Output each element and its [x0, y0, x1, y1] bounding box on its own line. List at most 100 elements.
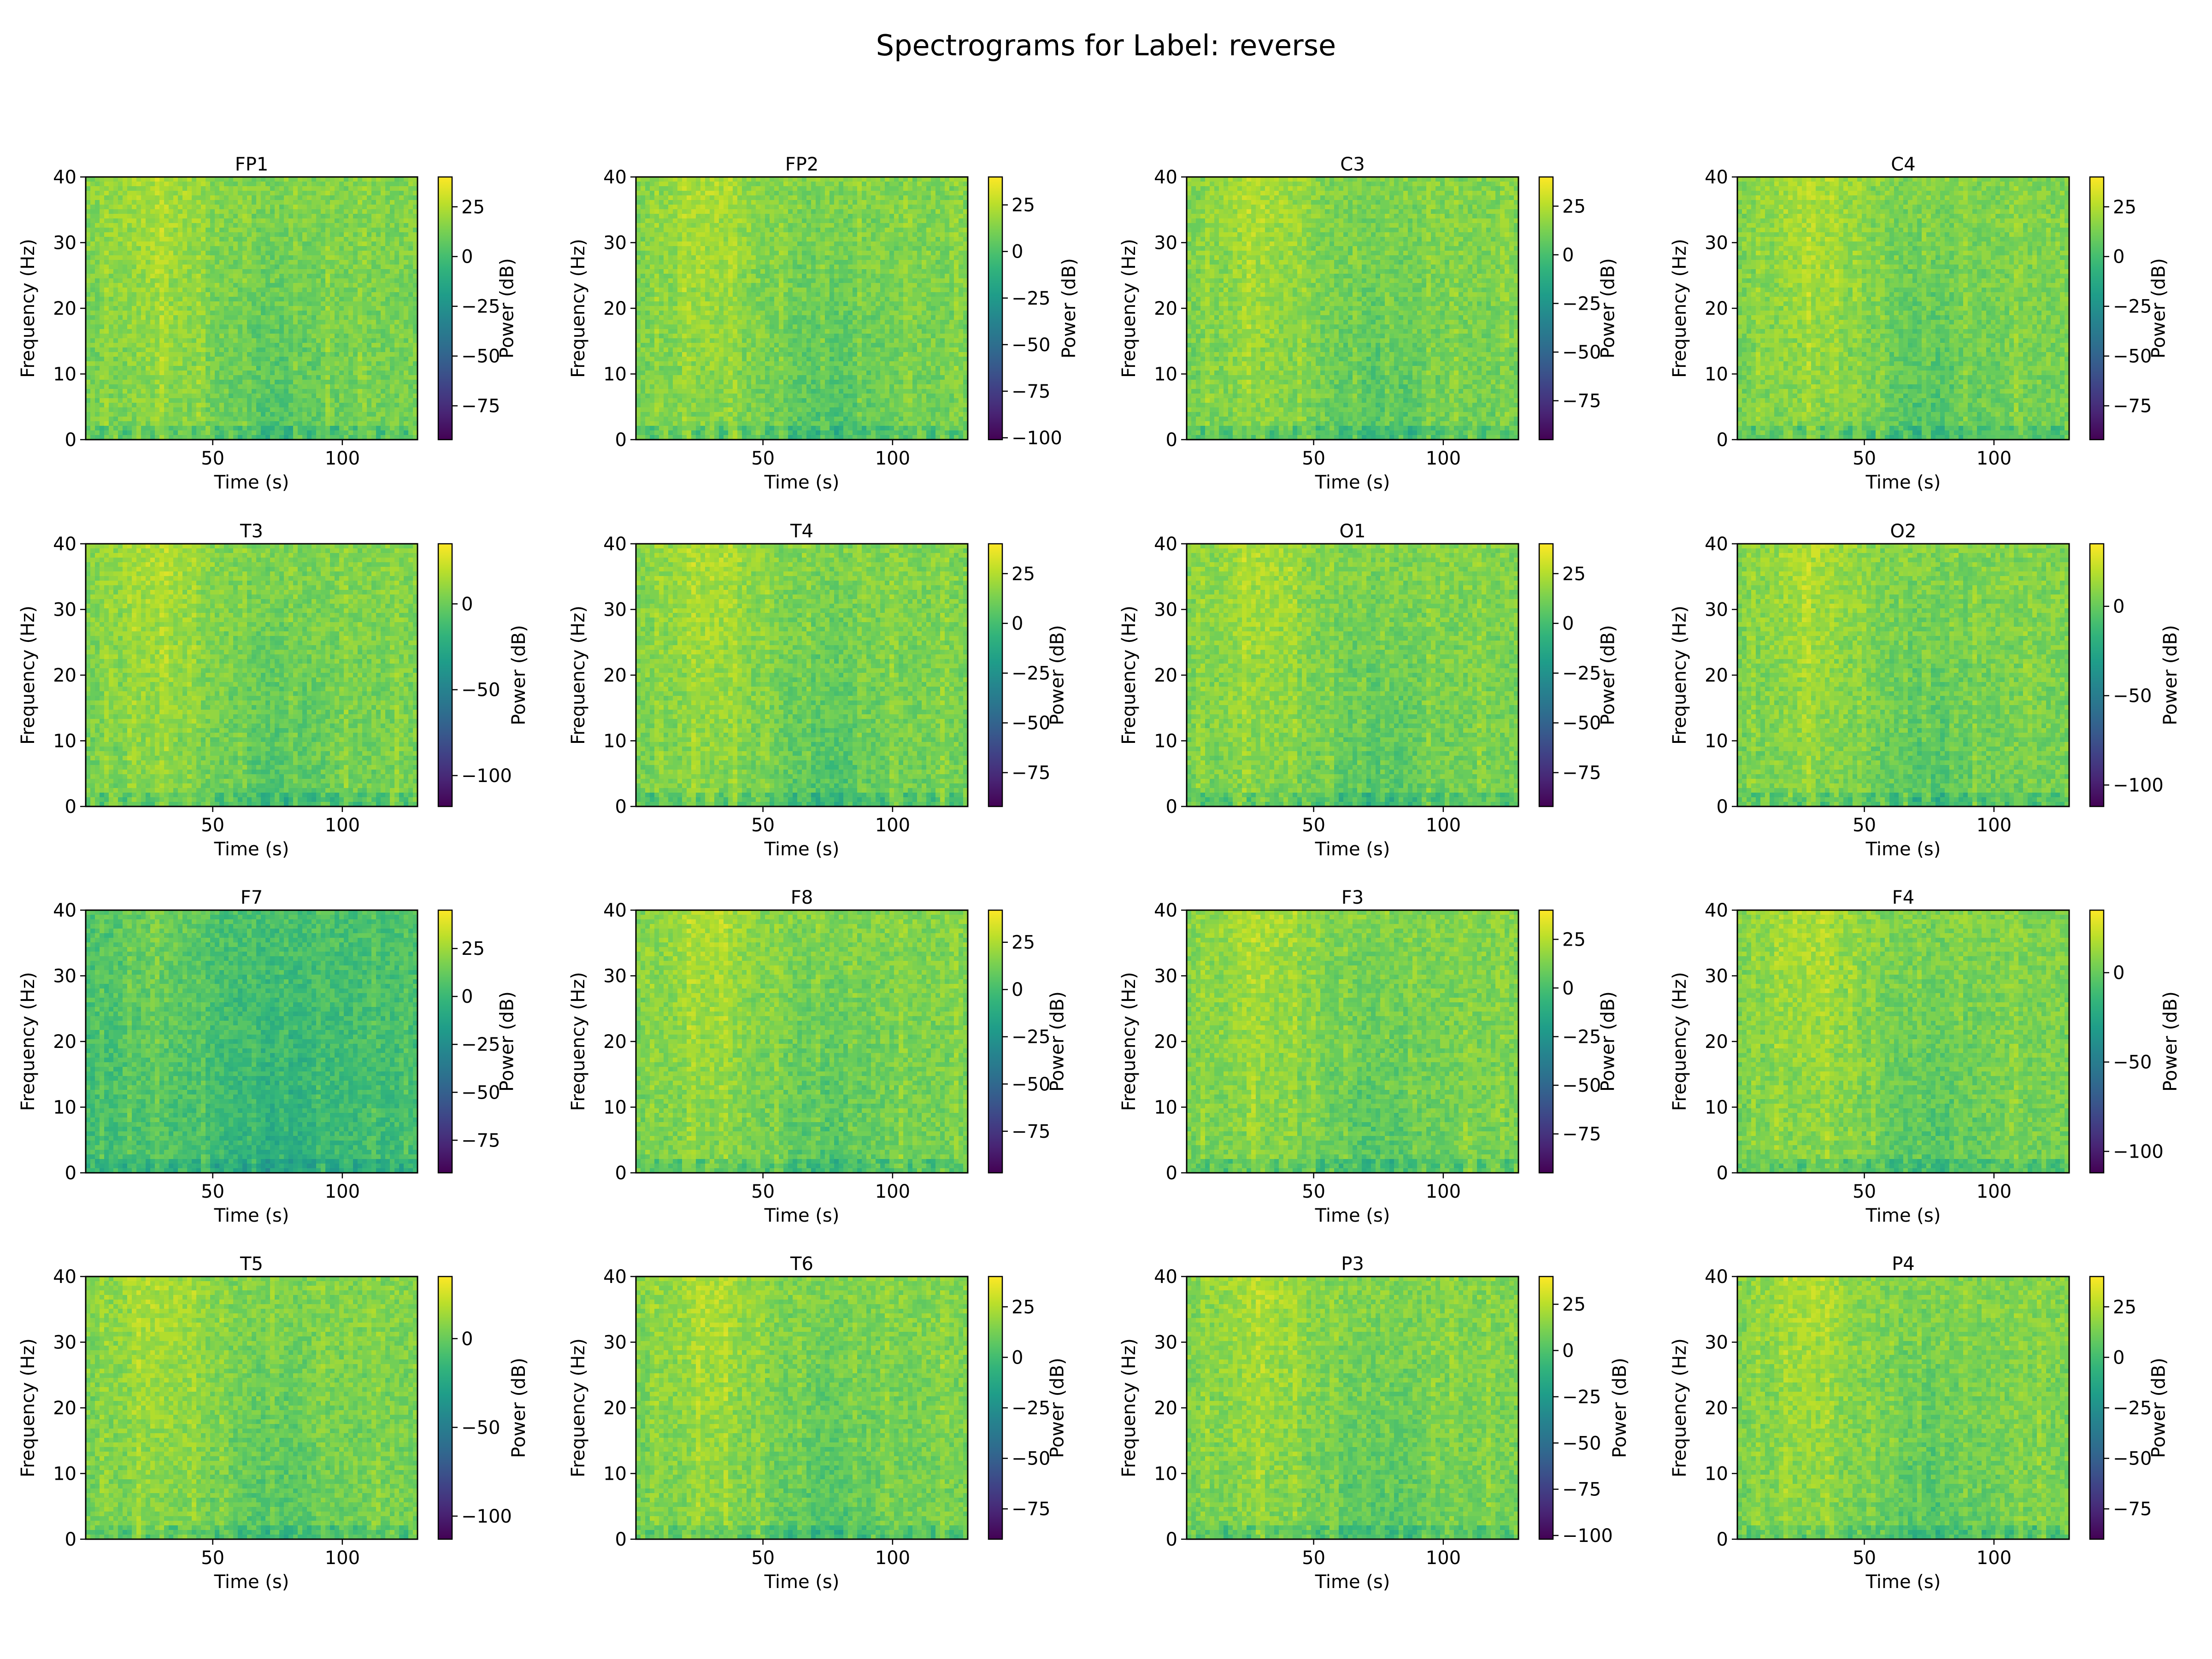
heatmap-cells [1820, 919, 1825, 924]
colorbar: 25 0 −25 −50 −75 Power (dB) [2089, 176, 2170, 441]
heatmap-cells [238, 1525, 335, 1535]
y-tick-label: 20 [1705, 1031, 1728, 1053]
heatmap-cells [86, 910, 418, 1168]
y-tick-label: 40 [1705, 1266, 1728, 1288]
colorbar-tick-label: 25 [1012, 195, 1035, 216]
spectrogram-panel: P3 50 100 0 10 20 30 40 Time (s) Frequency (Hz) 25… [1118, 1253, 1630, 1593]
spectrogram-heatmap [1737, 177, 2069, 440]
heatmap-cells [1187, 177, 1518, 426]
x-axis-label: Time (s) [1865, 839, 1941, 860]
heatmap-cells [636, 910, 968, 1173]
heatmap-cells [880, 797, 885, 802]
heatmap-cells [1256, 1277, 1260, 1304]
colorbar-label: Power (dB) [1609, 1358, 1630, 1458]
colorbar-tick-label: −25 [1562, 1026, 1601, 1047]
heatmap-cells [1802, 544, 1825, 664]
spectrogram-panel: FP2 50 100 0 10 20 30 40 Time (s) Frequency (Hz) 2… [568, 154, 1080, 493]
heatmap-cells [1200, 544, 1297, 793]
heatmap-cells [1297, 793, 1509, 806]
spectrogram-panel: P4 50 100 0 10 20 30 40 Time (s) Frequency (Hz) 25… [1669, 1253, 2170, 1593]
x-axis-label: Time (s) [764, 1571, 840, 1593]
spectrogram-panel: T3 50 100 0 10 20 30 40 Time (s) Frequency (Hz) 0 −… [18, 521, 529, 860]
y-tick-label: 0 [65, 796, 76, 818]
heatmap-cells [1917, 430, 1922, 435]
colorbar-tick-label: 0 [2113, 1347, 2124, 1368]
heatmap-cells [1936, 1530, 1940, 1535]
x-tick-label: 100 [875, 448, 910, 469]
colorbar: 0 −50 −100 Power (dB) [2089, 909, 2181, 1174]
y-tick-label: 10 [53, 1097, 76, 1118]
y-tick-label: 30 [1154, 233, 1177, 254]
x-tick-label: 100 [1426, 1547, 1461, 1569]
y-tick-label: 20 [1154, 298, 1177, 319]
colorbar: 25 0 −25 −50 −75 Power (dB) [988, 1276, 1068, 1540]
colorbar-label: Power (dB) [1047, 991, 1068, 1092]
heatmap-cells [724, 1332, 728, 1336]
panel-title: T4 [790, 521, 813, 542]
colorbar-tick-label: 0 [461, 594, 473, 615]
y-tick-label: 30 [603, 966, 627, 987]
y-tick-label: 10 [53, 1464, 76, 1485]
spectrogram-panel: F7 50 100 0 10 20 30 40 Time (s) Frequency (Hz) 25… [18, 887, 518, 1226]
colorbar-tick-label: 0 [1012, 1347, 1023, 1368]
heatmap-cells [1751, 910, 1857, 1159]
colorbar-tick-label: −100 [461, 765, 512, 787]
colorbar-tick-label: −50 [461, 680, 500, 701]
colorbar-tick-label: 0 [2113, 247, 2124, 268]
colorbar-tick-label: −50 [1012, 713, 1050, 734]
x-tick-label: 100 [1426, 815, 1461, 836]
colorbar-gradient [1538, 1276, 1554, 1540]
heatmap-cells [636, 910, 968, 1173]
colorbar-tick-label: 0 [1562, 978, 1574, 999]
y-tick-label: 40 [603, 534, 627, 555]
heatmap-cells [1737, 1277, 2069, 1539]
heatmap-cells [265, 1159, 270, 1164]
spectrogram-panel: C3 50 100 0 10 20 30 40 Time (s) Frequency (Hz) 25… [1118, 154, 1619, 493]
heatmap-cells [1751, 544, 1857, 770]
heatmap-cells [1205, 1127, 1486, 1173]
heatmap-cells [636, 177, 968, 440]
heatmap-cells [636, 1277, 968, 1539]
heatmap-cells [1247, 209, 1251, 214]
heatmap-cells [1737, 1277, 2069, 1539]
colorbar: 25 0 −25 −50 −75 −100 Power (dB) [988, 176, 1080, 449]
colorbar-tick-label: −75 [2113, 396, 2152, 417]
heatmap-cells [1783, 182, 1839, 407]
spectrogram-heatmap [1187, 177, 1518, 440]
y-tick-label: 40 [603, 1266, 627, 1288]
y-tick-label: 20 [603, 1031, 627, 1053]
y-tick-label: 20 [53, 665, 76, 686]
panel-title: F7 [241, 887, 263, 908]
x-tick-label: 50 [1302, 1181, 1325, 1202]
heatmap-cells [1389, 1159, 1394, 1164]
colorbar-tick-label: 0 [461, 1329, 473, 1350]
heatmap-cells [86, 622, 390, 806]
y-tick-label: 10 [53, 731, 76, 752]
y-tick-label: 10 [603, 731, 627, 752]
heatmap-cells [86, 544, 418, 806]
spectrogram-heatmap [636, 544, 968, 806]
heatmap-cells [1793, 910, 1830, 993]
spectrogram-heatmap [636, 177, 968, 440]
y-tick-label: 40 [603, 900, 627, 921]
colorbar-tick-label: −50 [2113, 1448, 2152, 1470]
spectrogram-panel: T6 50 100 0 10 20 30 40 Time (s) Frequency (Hz) 25… [568, 1253, 1068, 1593]
y-tick-label: 10 [1154, 364, 1177, 385]
x-tick-label: 100 [1977, 1181, 2012, 1202]
heatmap-cells [650, 1277, 945, 1521]
heatmap-cells [1737, 544, 2069, 806]
heatmap-cells [1187, 910, 1518, 1173]
heatmap-cells [636, 618, 963, 806]
y-tick-label: 40 [1154, 167, 1177, 188]
colorbar-tick-label: −50 [1012, 1074, 1050, 1095]
heatmap-cells [1187, 910, 1518, 1173]
heatmap-cells [1737, 1277, 2069, 1539]
panel-title: F4 [1892, 887, 1914, 908]
colorbar-tick-label: 25 [1562, 1294, 1586, 1315]
x-tick-label: 50 [751, 1181, 775, 1202]
panel-title: T3 [240, 521, 263, 542]
colorbar-tick-label: −75 [1012, 763, 1050, 784]
spectrogram-heatmap [86, 177, 418, 440]
colorbar-tick-label: −25 [2113, 1398, 2152, 1419]
heatmap-cells [654, 544, 770, 788]
